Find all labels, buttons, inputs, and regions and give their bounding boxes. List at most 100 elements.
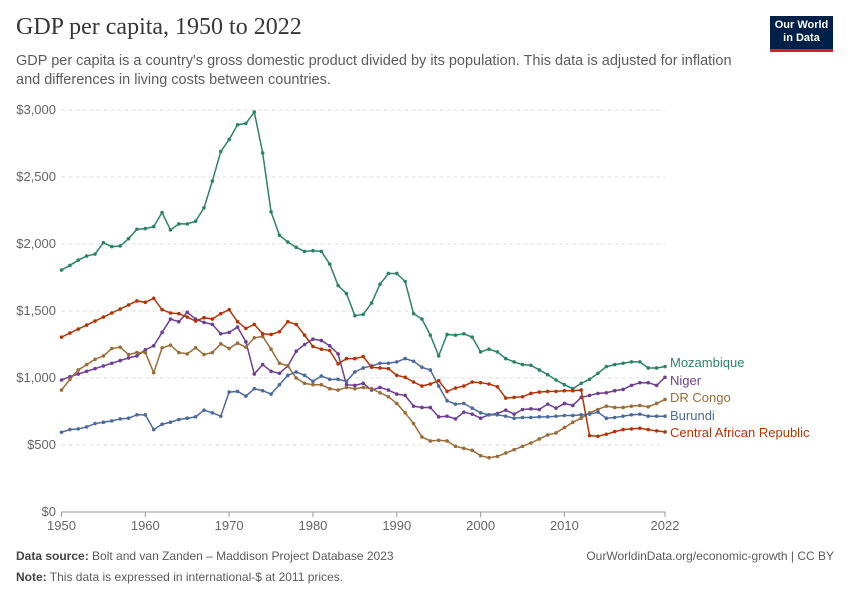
data-point-dr-congo [579,416,583,421]
data-point-burundi [269,392,273,396]
data-point-mozambique [495,350,500,354]
data-point-niger [386,388,391,392]
data-point-mozambique [428,333,433,337]
data-point-central-african-republic [252,322,257,327]
note-label: Note: [16,570,47,584]
data-point-mozambique [193,219,198,224]
data-point-mozambique [512,360,516,364]
source-label: Data source: [16,549,89,563]
data-point-central-african-republic [135,299,139,303]
data-point-dr-congo [143,350,148,355]
x-tick-label: 2010 [550,518,579,533]
data-point-mozambique [319,249,324,254]
data-point-niger [638,380,642,385]
data-point-mozambique [218,149,223,154]
data-point-central-african-republic [84,323,89,327]
data-point-niger [202,320,206,325]
data-point-central-african-republic [277,329,282,334]
data-point-mozambique [554,378,558,382]
y-tick-label: $2,500 [16,169,56,184]
data-point-niger [503,408,508,412]
data-point-central-african-republic [545,389,550,394]
data-point-niger [596,391,600,396]
data-point-niger [327,344,332,348]
data-point-mozambique [294,245,298,250]
data-point-niger [151,344,156,348]
series-label-burundi: Burundi [670,408,715,423]
source-url[interactable]: OurWorldinData.org/economic-growth | CC … [586,549,834,563]
data-point-mozambique [235,122,240,127]
data-point-central-african-republic [244,326,248,331]
data-point-central-african-republic [663,430,667,434]
data-point-mozambique [420,317,424,321]
data-point-dr-congo [277,361,282,366]
data-point-central-african-republic [621,427,625,432]
data-point-dr-congo [319,382,324,387]
data-point-burundi [621,414,625,418]
data-point-central-african-republic [587,433,592,438]
data-point-dr-congo [210,350,215,355]
data-point-central-african-republic [294,322,298,327]
data-point-niger [210,322,215,327]
data-point-central-african-republic [436,378,441,383]
data-point-mozambique [177,222,181,226]
data-point-mozambique [520,362,525,367]
source-text[interactable]: Bolt and van Zanden – Maddison Project D… [92,549,394,563]
data-point-burundi [252,386,257,391]
data-point-burundi [537,415,542,419]
data-point-mozambique [160,210,164,215]
data-point-central-african-republic [453,386,458,390]
data-point-niger [478,416,483,421]
data-point-mozambique [621,361,625,366]
data-point-mozambique [126,236,131,241]
data-point-burundi [612,415,617,420]
data-point-central-african-republic [68,331,72,335]
data-source: Data source: Bolt and van Zanden – Maddi… [16,549,394,563]
data-point-mozambique [386,271,391,276]
chart-subtitle: GDP per capita is a country's gross dome… [16,53,732,88]
data-point-dr-congo [529,441,533,445]
data-point-central-african-republic [218,311,223,316]
data-point-niger [462,410,466,414]
data-point-central-african-republic [520,394,525,399]
data-point-niger [562,401,567,406]
data-point-mozambique [84,254,89,258]
data-point-mozambique [462,331,466,336]
data-point-central-african-republic [202,315,206,320]
data-point-dr-congo [453,444,458,449]
data-point-niger [336,352,340,356]
data-point-burundi [160,422,164,427]
data-point-burundi [570,413,575,418]
data-point-burundi [411,359,416,364]
data-point-central-african-republic [311,344,315,349]
data-point-mozambique [227,137,231,142]
data-point-dr-congo [218,342,223,346]
data-point-dr-congo [286,364,290,368]
data-point-dr-congo [59,388,64,392]
data-point-burundi [629,413,634,417]
data-point-mozambique [244,121,248,126]
data-point-central-african-republic [646,427,651,432]
data-point-burundi [663,414,667,418]
data-point-central-african-republic [420,384,424,388]
data-point-central-african-republic [269,332,273,337]
data-point-mozambique [260,151,265,155]
data-point-burundi [218,414,223,418]
data-point-burundi [202,408,206,412]
data-point-mozambique [109,244,114,249]
data-point-mozambique [646,366,651,370]
data-point-niger [604,390,609,395]
data-point-dr-congo [411,421,416,426]
data-point-burundi [93,421,97,426]
data-point-niger [445,414,449,418]
data-point-central-african-republic [369,365,374,370]
data-point-burundi [604,416,609,421]
owid-logo[interactable]: Our World in Data [770,16,833,52]
data-point-burundi [135,413,139,417]
data-point-central-african-republic [126,303,131,307]
data-point-central-african-republic [629,427,634,431]
data-point-dr-congo [126,352,131,357]
data-point-niger [93,366,97,371]
data-point-mozambique [168,228,173,232]
data-point-mozambique [344,291,349,296]
